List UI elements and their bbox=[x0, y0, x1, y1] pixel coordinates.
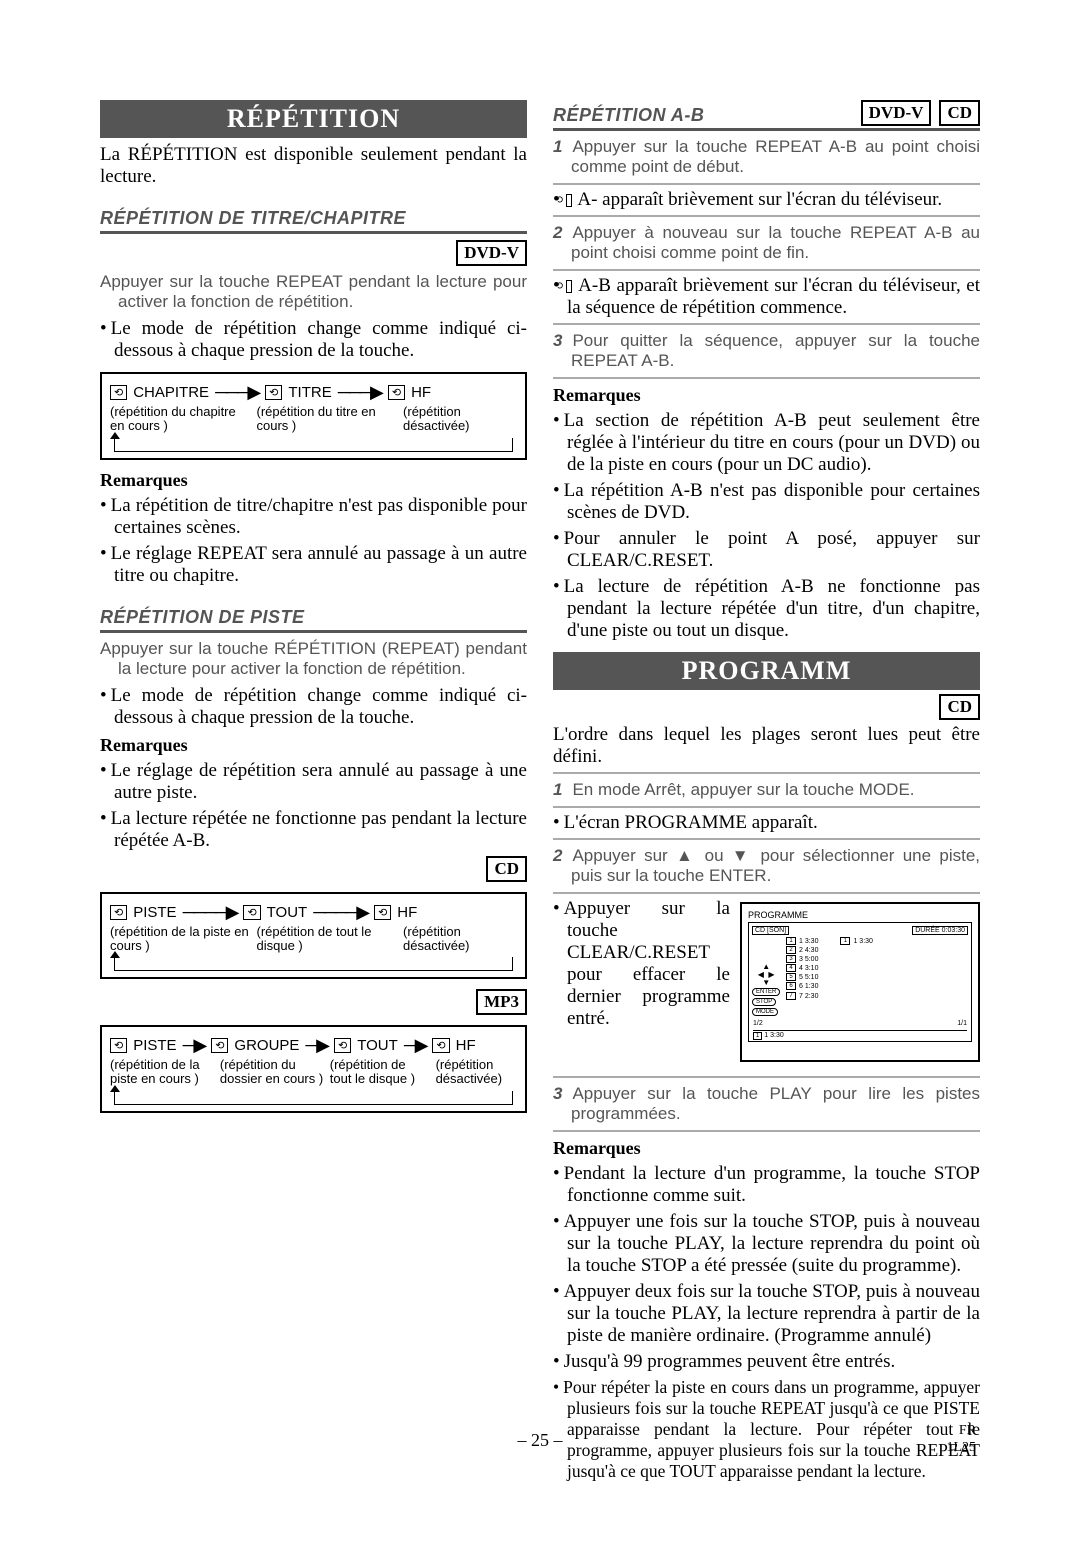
subhead-titre-chapitre: RÉPÉTITION DE TITRE/CHAPITRE bbox=[100, 208, 406, 229]
remarks-heading: Remarques bbox=[100, 470, 527, 491]
diagram-chapitre-titre: ⟲CHAPITRE ───▶ ⟲TITRE ───▶ ⟲HF (répétiti… bbox=[100, 372, 527, 460]
media-cd: CD bbox=[939, 100, 980, 126]
media-cd: CD bbox=[486, 856, 527, 882]
bullet: ⟲ A- apparaît brièvement sur l'écran du … bbox=[567, 189, 980, 211]
step-3: 3Appuyer sur la touche PLAY pour lire le… bbox=[571, 1084, 980, 1124]
intro-text: L'ordre dans lequel les plages seront lu… bbox=[553, 724, 980, 768]
diagram-piste-tout: ⟲PISTE ────▶ ⟲TOUT ────▶ ⟲HF (répétition… bbox=[100, 892, 527, 980]
remark: Appuyer une fois sur la touche STOP, pui… bbox=[567, 1211, 980, 1277]
rule bbox=[553, 128, 980, 131]
remark: La section de répétition A-B peut seulem… bbox=[567, 410, 980, 476]
remark: Pour annuler le point A posé, appuyer su… bbox=[567, 528, 980, 572]
page-number: – 25 – bbox=[0, 1430, 1080, 1451]
step-1: 1En mode Arrêt, appuyer sur la touche MO… bbox=[571, 780, 980, 800]
repeat-icon: ⟲ bbox=[243, 905, 260, 920]
subhead-piste: RÉPÉTITION DE PISTE bbox=[100, 607, 527, 628]
step: Appuyer sur la touche RÉPÉTITION (REPEAT… bbox=[118, 639, 527, 679]
loop-arrow bbox=[114, 1091, 513, 1105]
arrow-icon: ─▶ bbox=[404, 1035, 427, 1056]
remark: Jusqu'à 99 programmes peuvent être entré… bbox=[567, 1351, 980, 1373]
media-mp3: MP3 bbox=[476, 989, 527, 1015]
arrow-icon: ────▶ bbox=[183, 902, 238, 923]
repeat-icon: ⟲ bbox=[566, 194, 572, 207]
right-column: RÉPÉTITION A-B DVD-V CD 1Appuyer sur la … bbox=[553, 100, 980, 1486]
arrow-icon: ─▶ bbox=[183, 1035, 206, 1056]
rule bbox=[100, 630, 527, 633]
repeat-icon: ⟲ bbox=[374, 905, 391, 920]
heading-programme: PROGRAMM bbox=[553, 652, 980, 690]
repeat-icon: ⟲ bbox=[334, 1038, 351, 1053]
remark: Pendant la lecture d'un programme, la to… bbox=[567, 1163, 980, 1207]
media-cd: CD bbox=[939, 694, 980, 720]
left-column: RÉPÉTITION La RÉPÉTITION est disponible … bbox=[100, 100, 527, 1486]
remark: Appuyer deux fois sur la touche STOP, pu… bbox=[567, 1281, 980, 1347]
loop-arrow bbox=[114, 438, 513, 452]
arrow-icon: ───▶ bbox=[215, 382, 259, 403]
repeat-icon: ⟲ bbox=[432, 1038, 449, 1053]
repeat-icon: ⟲ bbox=[566, 280, 572, 293]
subhead-ab: RÉPÉTITION A-B bbox=[553, 105, 704, 126]
bullet: L'écran PROGRAMME apparaît. bbox=[567, 812, 980, 834]
heading-repetition: RÉPÉTITION bbox=[100, 100, 527, 138]
footer-right: FR 1L25 bbox=[946, 1423, 976, 1457]
remarks-heading: Remarques bbox=[100, 735, 527, 756]
step-3: 3Pour quitter la séquence, appuyer sur l… bbox=[571, 331, 980, 371]
osd-programme: PROGRAMME CD [SON]DURÉE 0:03:30 11 3:302… bbox=[740, 902, 980, 1062]
arrow-icon: ─▶ bbox=[305, 1035, 328, 1056]
remark: Le réglage REPEAT sera annulé au passage… bbox=[114, 543, 527, 587]
repeat-icon: ⟲ bbox=[110, 1038, 127, 1053]
bullet: ⟲ A-B apparaît brièvement sur l'écran du… bbox=[567, 275, 980, 319]
step-2: 2Appuyer sur ▲ ou ▼ pour sélectionner un… bbox=[571, 846, 980, 886]
osd-tracklist: 11 3:3022 4:3033 5:0044 3:1055 5:1066 1:… bbox=[786, 937, 818, 1001]
remark: La lecture répétée ne fonctionne pas pen… bbox=[114, 808, 527, 852]
remarks-heading: Remarques bbox=[553, 1138, 980, 1159]
remark: La répétition de titre/chapitre n'est pa… bbox=[114, 495, 527, 539]
bullet: Le mode de répétition change comme indiq… bbox=[114, 685, 527, 729]
remarks-heading: Remarques bbox=[553, 385, 980, 406]
arrow-icon: ───▶ bbox=[338, 382, 382, 403]
step-2: 2Appuyer à nouveau sur la touche REPEAT … bbox=[571, 223, 980, 263]
osd-dpad: ▲◀ ▶▼ ENTER STOP MODE bbox=[752, 963, 780, 1017]
intro-text: La RÉPÉTITION est disponible seulement p… bbox=[100, 144, 527, 188]
media-dvdv: DVD-V bbox=[456, 240, 527, 266]
repeat-icon: ⟲ bbox=[110, 385, 127, 400]
repeat-icon: ⟲ bbox=[211, 1038, 228, 1053]
step: Appuyer sur la touche REPEAT pendant la … bbox=[118, 272, 527, 312]
remark: La lecture de répétition A-B ne fonction… bbox=[567, 576, 980, 642]
repeat-icon: ⟲ bbox=[110, 905, 127, 920]
remark: Le réglage de répétition sera annulé au … bbox=[114, 760, 527, 804]
media-dvdv: DVD-V bbox=[861, 100, 932, 126]
loop-arrow bbox=[114, 957, 513, 971]
step-1: 1Appuyer sur la touche REPEAT A-B au poi… bbox=[571, 137, 980, 177]
diagram-piste-groupe-tout: ⟲PISTE ─▶ ⟲GROUPE ─▶ ⟲TOUT ─▶ ⟲HF (répét… bbox=[100, 1025, 527, 1113]
repeat-icon: ⟲ bbox=[265, 385, 282, 400]
arrow-icon: ────▶ bbox=[313, 902, 368, 923]
repeat-icon: ⟲ bbox=[388, 385, 405, 400]
bullet: Le mode de répétition change comme indiq… bbox=[114, 318, 527, 362]
rule bbox=[100, 231, 527, 234]
remark: La répétition A-B n'est pas disponible p… bbox=[567, 480, 980, 524]
